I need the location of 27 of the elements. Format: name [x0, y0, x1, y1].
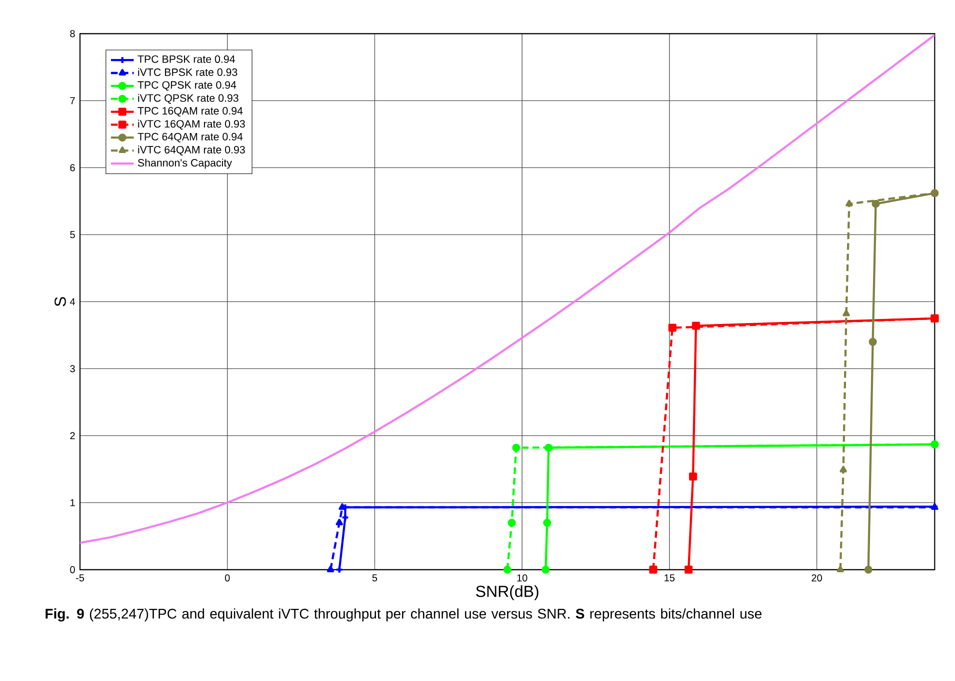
legend-label: TPC QPSK rate 0.94	[138, 81, 236, 91]
legend-label: iVTC QPSK rate 0.93	[138, 94, 238, 104]
x-tick-label: -5	[76, 574, 84, 582]
legend-label: iVTC 64QAM rate 0.93	[138, 146, 245, 156]
y-tick-label: 6	[70, 164, 75, 172]
legend-label: Shannon's Capacity	[138, 158, 232, 169]
x-tick-label: 20	[812, 574, 822, 582]
y-tick-label: 5	[70, 231, 75, 238]
x-tick-label: 15	[664, 574, 675, 582]
x-tick-label: 10	[517, 574, 528, 582]
legend-label: TPC 16QAM rate 0.94	[138, 107, 243, 116]
y-tick-label: 0	[70, 566, 75, 574]
y-tick-label: 8	[70, 30, 75, 38]
x-tick-label: 5	[372, 574, 378, 582]
y-tick-label: 1	[70, 499, 75, 506]
x-axis-title: SNR(dB)	[476, 585, 538, 600]
legend-label: TPC 64QAM rate 0.94	[138, 132, 243, 142]
legend-label: TPC BPSK rate 0.94	[138, 55, 235, 63]
legend-label: iVTC BPSK rate 0.93	[138, 68, 238, 76]
y-tick-label: 4	[70, 298, 75, 306]
text: Fig. 9 (255,247)TPC and equivalent iVTC throughput per channel use versus SNR. S represents bits/channel use	[46, 608, 762, 622]
y-tick-label: 3	[70, 365, 75, 372]
y-tick-label: 7	[70, 97, 75, 104]
legend-label: iVTC 16QAM rate 0.93	[138, 120, 245, 130]
y-axis-title: S	[54, 297, 66, 306]
y-tick-label: 2	[70, 432, 75, 440]
x-tick-label: 0	[224, 574, 230, 582]
